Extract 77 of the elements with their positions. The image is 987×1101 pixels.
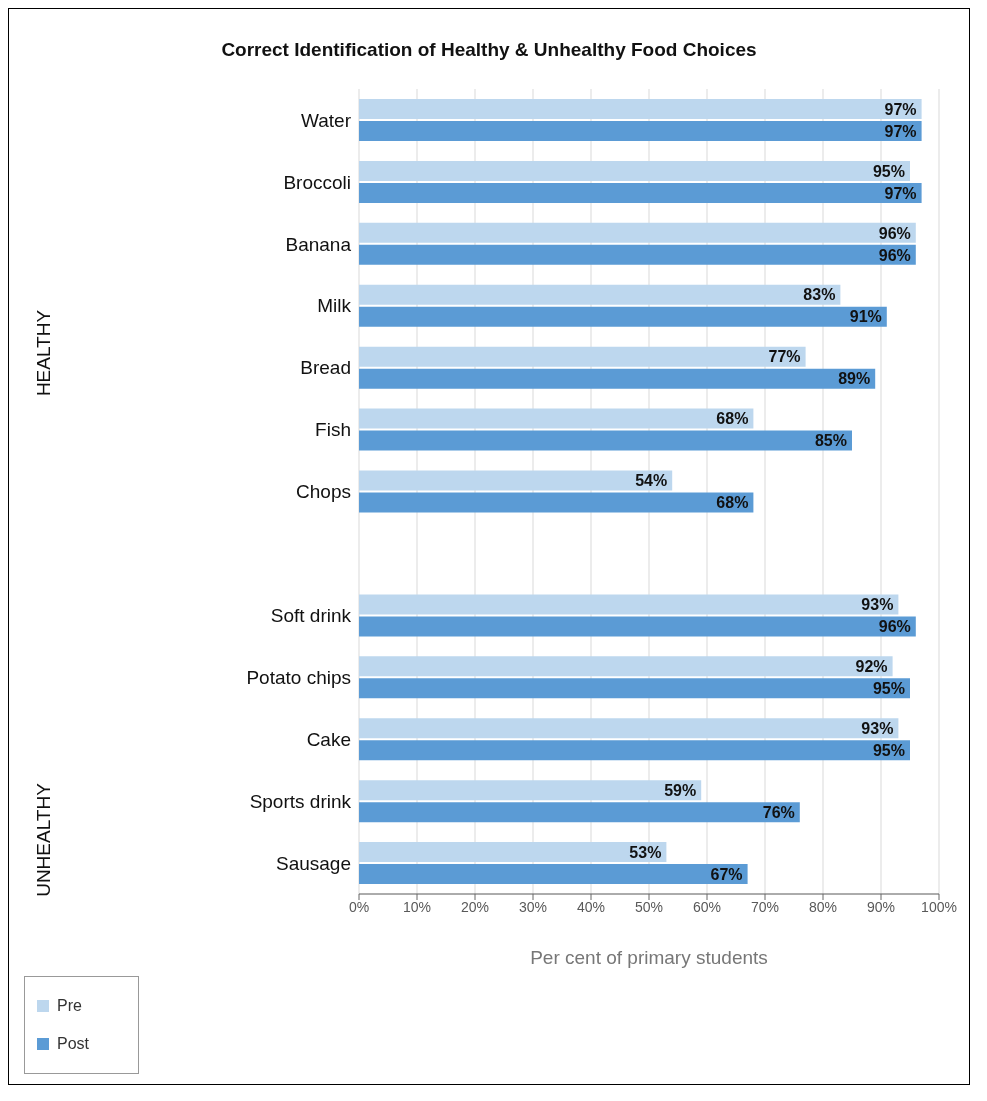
x-tick-label: 60% bbox=[692, 898, 722, 915]
y-tick-label: Water bbox=[301, 109, 352, 131]
bar bbox=[359, 842, 667, 863]
data-label: 95% bbox=[872, 162, 905, 180]
data-label: 97% bbox=[884, 184, 917, 202]
y-tick-label: Cake bbox=[306, 728, 351, 750]
y-tick-label: Bread bbox=[300, 357, 351, 379]
bar bbox=[359, 99, 922, 119]
bar bbox=[359, 802, 800, 823]
y-tick-label: Milk bbox=[317, 295, 352, 317]
bar bbox=[359, 160, 910, 181]
bar bbox=[359, 594, 899, 615]
data-label: 96% bbox=[878, 224, 911, 242]
data-label: 76% bbox=[762, 803, 795, 821]
legend-label: Post bbox=[57, 1035, 90, 1053]
data-label: 85% bbox=[814, 432, 847, 450]
bar bbox=[359, 864, 748, 885]
bar bbox=[359, 284, 841, 305]
x-tick-label: 20% bbox=[460, 898, 490, 915]
x-tick-label: 50% bbox=[634, 898, 664, 915]
x-tick-label: 100% bbox=[921, 898, 957, 915]
x-tick-label: 80% bbox=[808, 898, 838, 915]
data-label: 95% bbox=[872, 679, 905, 697]
x-tick-label: 70% bbox=[750, 898, 780, 915]
data-label: 54% bbox=[635, 472, 668, 490]
bar bbox=[359, 182, 922, 203]
bar bbox=[359, 408, 754, 429]
bar bbox=[359, 368, 876, 389]
data-label: 93% bbox=[861, 596, 894, 614]
y-tick-label: Banana bbox=[285, 233, 352, 255]
x-tick-label: 10% bbox=[402, 898, 432, 915]
bar bbox=[359, 430, 852, 451]
y-tick-label: Soft drink bbox=[270, 605, 352, 627]
data-label: 91% bbox=[849, 308, 882, 326]
x-tick-label: 0% bbox=[348, 898, 370, 915]
y-tick-label: Potato chips bbox=[246, 667, 351, 689]
data-label: 92% bbox=[855, 657, 888, 675]
data-label: 53% bbox=[629, 843, 662, 861]
bar bbox=[359, 740, 910, 761]
data-label: 93% bbox=[861, 719, 894, 737]
y-tick-label: Sausage bbox=[275, 852, 351, 874]
bar bbox=[359, 470, 673, 491]
data-label: 97% bbox=[884, 122, 917, 140]
y-tick-label: Broccoli bbox=[283, 171, 351, 193]
data-label: 67% bbox=[710, 865, 743, 883]
data-label: 89% bbox=[838, 370, 871, 388]
data-label: 68% bbox=[716, 410, 749, 428]
y-tick-label: Fish bbox=[315, 419, 351, 441]
x-tick-label: 30% bbox=[518, 898, 548, 915]
bar bbox=[359, 244, 916, 265]
bar bbox=[359, 678, 910, 699]
text: UNHEALTHY bbox=[33, 783, 55, 897]
bar bbox=[359, 222, 916, 243]
y-tick-label: Sports drink bbox=[249, 790, 352, 812]
bar bbox=[359, 616, 916, 637]
bar bbox=[359, 121, 922, 141]
data-label: 59% bbox=[664, 781, 697, 799]
bar bbox=[359, 780, 702, 801]
bar bbox=[359, 492, 754, 513]
data-label: 77% bbox=[768, 348, 801, 366]
legend-label: Pre bbox=[57, 997, 82, 1015]
x-tick-label: 40% bbox=[576, 898, 606, 915]
bar bbox=[359, 306, 887, 327]
x-tick-label: 90% bbox=[866, 898, 896, 915]
data-label: 95% bbox=[872, 741, 905, 759]
y-tick-label: Chops bbox=[296, 481, 351, 503]
data-label: 96% bbox=[878, 246, 911, 264]
data-label: 83% bbox=[803, 286, 836, 304]
data-label: 97% bbox=[884, 100, 917, 118]
data-label: 68% bbox=[716, 494, 749, 512]
x-axis-title: Per cent of primary students bbox=[530, 947, 768, 968]
bar bbox=[359, 346, 806, 367]
text: HEALTHY bbox=[33, 309, 55, 396]
bar bbox=[359, 656, 893, 677]
bar bbox=[359, 718, 899, 739]
data-label: 96% bbox=[878, 618, 911, 636]
chart-title: Correct Identification of Healthy & Unhealthy Food Choices bbox=[220, 39, 758, 61]
